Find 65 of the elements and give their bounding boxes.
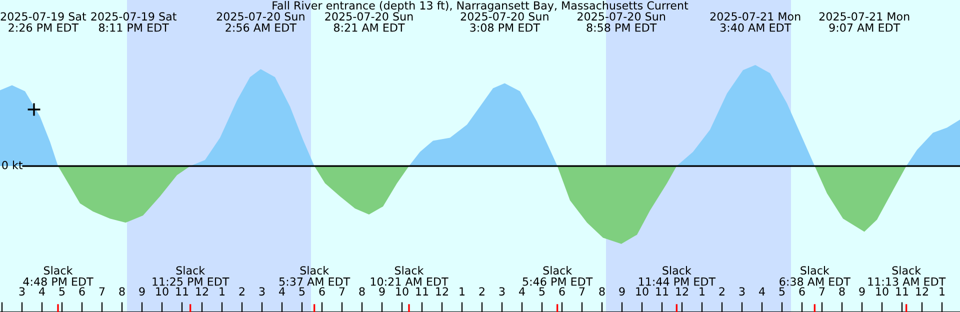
text: 2025-07-20 Sun 8:21 AM EDT	[325, 12, 413, 32]
text: Slack 11:13 AM EDT	[868, 266, 946, 286]
x-tick-label: 5	[779, 287, 785, 296]
text: Slack 5:37 AM EDT	[279, 266, 350, 286]
x-tick-label: 4	[759, 287, 765, 296]
text: Slack 10:21 AM EDT	[370, 266, 448, 286]
x-tick-label: 11	[656, 287, 668, 296]
x-tick-label: 4	[279, 287, 285, 296]
x-tick-label: 8	[359, 287, 365, 296]
x-tick-label: 12	[436, 287, 448, 296]
ref-line-label: 0 kt	[2, 160, 23, 170]
x-tick-label: 7	[819, 287, 825, 296]
x-tick-label: 5	[299, 287, 305, 296]
x-tick-label: 1	[700, 287, 705, 296]
x-tick-label: 2	[719, 287, 724, 296]
x-tick-label: 11	[176, 287, 188, 296]
x-tick-label: 3	[19, 287, 25, 296]
x-tick-label: 6	[799, 287, 805, 296]
x-tick-label: 9	[619, 287, 625, 296]
x-tick-label: 7	[99, 287, 105, 296]
x-tick-label: 8	[119, 287, 125, 296]
x-tick-label: 9	[139, 287, 145, 296]
x-tick-label: 11	[416, 287, 428, 296]
chart-title: Fall River entrance (depth 13 ft), Narragansett Bay, Massachusetts Current	[272, 1, 688, 12]
x-tick-label: 1	[940, 287, 945, 296]
text: 2025-07-19 Sat 2:26 PM EDT	[0, 12, 86, 32]
x-tick-label: 9	[859, 287, 865, 296]
x-tick-label: 10	[876, 287, 888, 296]
x-tick-label: 9	[379, 287, 385, 296]
x-tick-label: 5	[59, 287, 65, 296]
x-tick-label: 12	[196, 287, 208, 296]
x-tick-label: 6	[319, 287, 325, 296]
text: Slack 6:38 AM EDT	[780, 266, 850, 286]
x-tick-label: 5	[539, 287, 545, 296]
x-tick-label: 8	[599, 287, 605, 296]
text: 2025-07-21 Mon 9:07 AM EDT	[819, 12, 910, 32]
text: 2025-07-21 Mon 3:40 AM EDT	[710, 12, 800, 32]
text: Slack 11:44 PM EDT	[639, 266, 716, 286]
x-tick-label: 10	[156, 287, 168, 296]
text: Slack 4:48 PM EDT	[23, 266, 94, 286]
x-tick-label: 4	[519, 287, 525, 296]
text: 2025-07-20 Sun 2:56 AM EDT	[216, 12, 304, 32]
x-tick-label: 12	[676, 287, 688, 296]
x-tick-label: 1	[220, 287, 225, 296]
x-tick-label: 8	[839, 287, 845, 296]
x-tick-label: 3	[259, 287, 265, 296]
x-tick-label: 10	[396, 287, 408, 296]
x-tick-label: 6	[79, 287, 85, 296]
text: 2025-07-19 Sat 8:11 PM EDT	[91, 12, 176, 32]
x-tick-label: 2	[479, 287, 484, 296]
x-tick-label: 2	[239, 287, 244, 296]
x-tick-label: 6	[559, 287, 565, 296]
x-tick-label: 11	[896, 287, 908, 296]
text: Slack 11:25 PM EDT	[152, 266, 230, 286]
x-tick-label: 7	[339, 287, 345, 296]
x-tick-label: 4	[39, 287, 45, 296]
text: 2025-07-20 Sun 8:58 PM EDT	[578, 12, 666, 32]
x-tick-label: 3	[499, 287, 505, 296]
text: 2025-07-20 Sun 3:08 PM EDT	[460, 12, 548, 32]
x-tick-label: 12	[916, 287, 928, 296]
x-tick-label: 7	[579, 287, 585, 296]
text: Slack 5:46 PM EDT	[522, 266, 593, 286]
x-tick-label: 3	[739, 287, 745, 296]
x-tick-label: 10	[636, 287, 648, 296]
x-tick-label: 1	[460, 287, 465, 296]
